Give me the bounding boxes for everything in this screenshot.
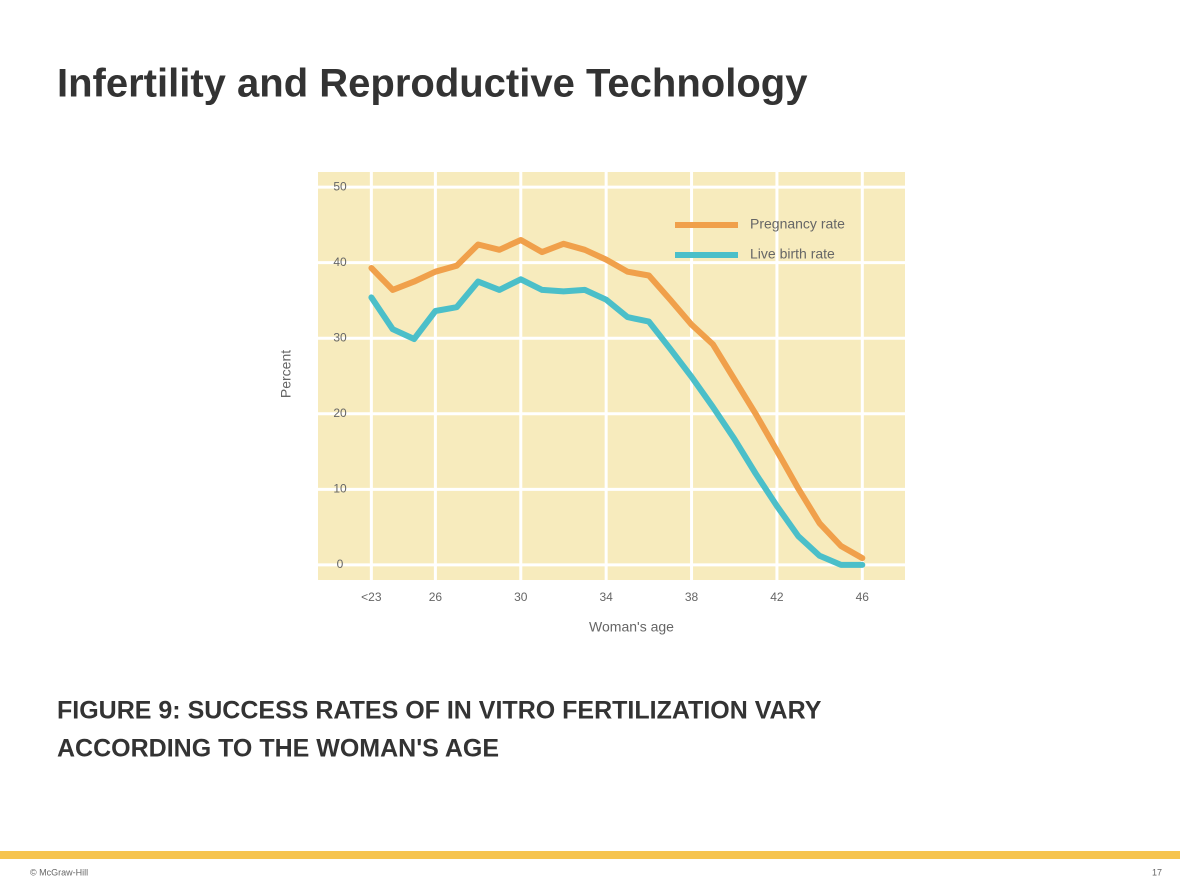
x-axis-label: Woman's age [589,619,674,635]
series-line [368,276,866,568]
y-tick-label: 30 [333,330,347,344]
x-tick-label: <23 [361,590,382,604]
legend-label: Pregnancy rate [750,216,845,232]
y-tick-label: 20 [333,406,347,420]
caption-line: FIGURE 9: SUCCESS RATES OF IN VITRO FERT… [57,697,822,725]
x-tick-label: 38 [685,590,699,604]
series-line [368,237,866,562]
chart: 0 10 20 30 40 50 <23 26 30 34 38 42 46 Woman's age Per… [278,172,905,635]
y-axis-label: Percent [278,350,294,398]
x-tick-label: 42 [770,590,784,604]
y-tick-label: 40 [333,255,347,269]
legend-label: Live birth rate [750,246,835,262]
footer-right: 17 [1152,867,1162,877]
footer-bar [0,851,1180,859]
y-tick-label: 0 [337,557,344,571]
slide-title: Infertility and Reproductive Technology [57,62,808,106]
y-tick-label: 10 [333,482,347,496]
x-tick-label: 26 [429,590,443,604]
plot-background [318,172,905,580]
x-tick-label: 34 [599,590,613,604]
x-tick-label: 46 [856,590,870,604]
footer-left: © McGraw-Hill [30,867,88,877]
x-tick-label: 30 [514,590,528,604]
caption-line: ACCORDING TO THE WOMAN'S AGE [57,735,499,763]
y-tick-label: 50 [333,179,347,193]
